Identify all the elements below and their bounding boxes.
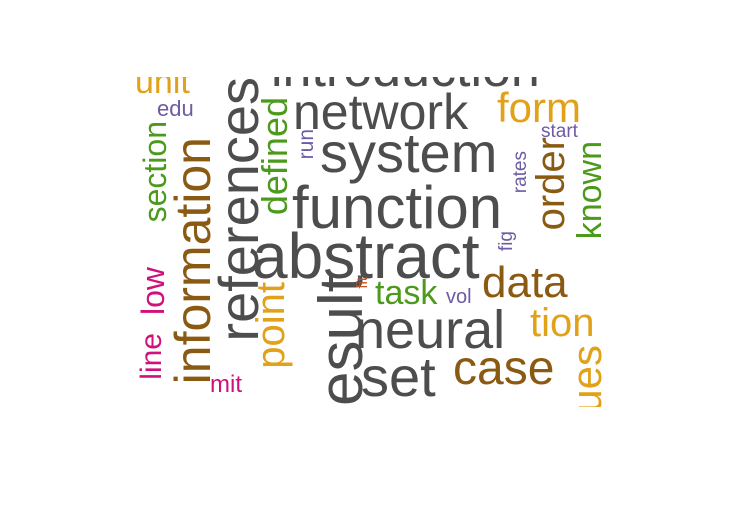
word-edu: edu	[157, 96, 194, 121]
word-vol: vol	[446, 286, 472, 308]
word-known: known	[571, 141, 605, 240]
word-run: run	[295, 129, 318, 160]
word-introduction: introduction	[271, 77, 540, 95]
word-fig: fig	[496, 231, 517, 252]
word-data: data	[482, 258, 568, 307]
word-form: form	[497, 84, 581, 131]
word-fit: fit	[354, 277, 371, 289]
word-defined: defined	[254, 97, 295, 216]
word-unit: unit	[135, 77, 190, 101]
word-point: point	[249, 282, 293, 369]
word-values: values	[563, 345, 605, 407]
word-network: network	[293, 84, 469, 140]
word-function: function	[292, 174, 503, 241]
word-neural: neural	[355, 300, 506, 360]
word-set: set	[361, 345, 436, 407]
word-start: start	[541, 121, 578, 142]
word-low: low	[135, 267, 171, 316]
word-mit: mit	[210, 371, 242, 398]
word-line: line	[135, 333, 168, 380]
word-rates: rates	[510, 151, 531, 194]
word-abstract: abstract	[252, 220, 480, 292]
word-system: system	[320, 121, 498, 184]
word-order: order	[529, 137, 573, 231]
word-case: case	[453, 342, 555, 395]
word-information: information	[165, 137, 221, 385]
word-tion: tion	[530, 301, 595, 345]
word-task: task	[375, 274, 438, 312]
word-cloud: introduction unit edu network form start…	[133, 77, 605, 407]
